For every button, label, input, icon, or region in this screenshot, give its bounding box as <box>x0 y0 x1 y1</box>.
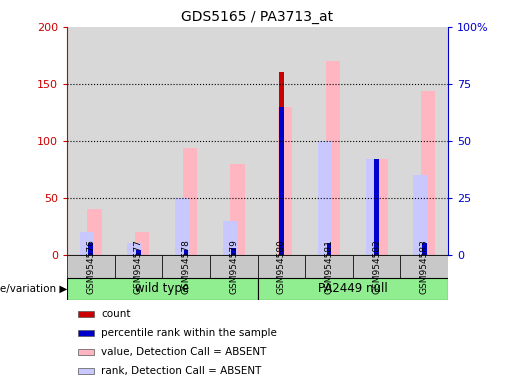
Bar <box>258 278 448 300</box>
Bar <box>127 243 142 255</box>
Text: GSM954578: GSM954578 <box>182 239 191 294</box>
Bar <box>89 243 93 255</box>
Bar <box>413 175 427 255</box>
Text: GSM954580: GSM954580 <box>277 239 286 294</box>
Bar <box>279 73 284 255</box>
Text: GSM954582: GSM954582 <box>372 239 381 293</box>
Bar <box>78 349 94 355</box>
Bar <box>421 91 435 255</box>
Bar <box>374 169 379 255</box>
Bar <box>183 148 197 255</box>
Bar <box>327 249 331 255</box>
Bar <box>366 159 380 255</box>
Text: GSM954581: GSM954581 <box>324 239 333 294</box>
Bar <box>374 159 379 255</box>
Bar <box>222 220 237 255</box>
Bar <box>318 141 332 255</box>
Bar <box>258 255 305 278</box>
Bar <box>422 249 426 255</box>
Text: genotype/variation ▶: genotype/variation ▶ <box>0 284 67 294</box>
Text: GSM954577: GSM954577 <box>134 239 143 294</box>
Bar <box>175 198 190 255</box>
Text: GSM954579: GSM954579 <box>229 239 238 294</box>
Bar <box>78 330 94 336</box>
Bar <box>373 159 388 255</box>
Bar <box>67 255 115 278</box>
Text: wild type: wild type <box>135 283 190 295</box>
Text: rank, Detection Call = ABSENT: rank, Detection Call = ABSENT <box>101 366 262 376</box>
Bar <box>422 243 426 255</box>
Text: GSM954576: GSM954576 <box>87 239 95 294</box>
Bar <box>162 255 210 278</box>
Text: percentile rank within the sample: percentile rank within the sample <box>101 328 277 338</box>
Bar <box>325 61 340 255</box>
Bar <box>80 232 94 255</box>
Bar <box>353 255 401 278</box>
Bar <box>135 232 149 255</box>
Title: GDS5165 / PA3713_at: GDS5165 / PA3713_at <box>181 10 334 25</box>
Bar <box>305 255 353 278</box>
Bar <box>78 368 94 374</box>
Text: count: count <box>101 309 131 319</box>
Bar <box>210 255 258 278</box>
Text: PA2449 null: PA2449 null <box>318 283 388 295</box>
Bar <box>231 248 236 255</box>
Bar <box>279 107 284 255</box>
Bar <box>88 209 102 255</box>
Bar <box>78 311 94 317</box>
Bar <box>136 250 141 255</box>
Bar <box>114 255 162 278</box>
Text: value, Detection Call = ABSENT: value, Detection Call = ABSENT <box>101 347 267 357</box>
Bar <box>327 243 331 255</box>
Bar <box>401 255 448 278</box>
Bar <box>67 278 258 300</box>
Bar <box>278 107 293 255</box>
Text: GSM954583: GSM954583 <box>420 239 428 294</box>
Bar <box>230 164 245 255</box>
Bar <box>184 250 188 255</box>
